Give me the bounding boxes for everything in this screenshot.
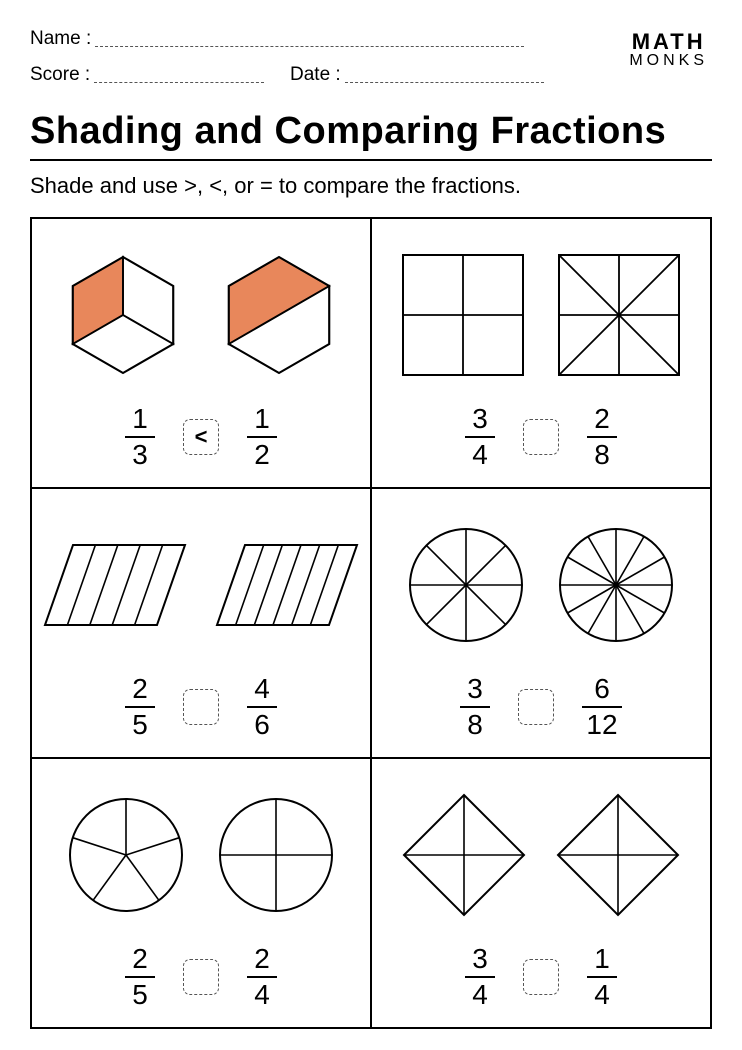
fraction-denominator: 4 <box>472 978 488 1009</box>
shape-right <box>214 542 360 628</box>
fraction: 1 3 <box>125 405 155 469</box>
shape-left <box>400 791 528 919</box>
fraction: 2 4 <box>247 945 277 1009</box>
worksheet-title: Shading and Comparing Fractions <box>30 110 712 161</box>
problem-cell: 1 3 < 1 2 <box>31 218 371 488</box>
fraction-numerator: 1 <box>594 945 610 976</box>
shape-left <box>42 542 188 628</box>
fraction-numerator: 1 <box>132 405 148 436</box>
fraction: 2 5 <box>125 945 155 1009</box>
date-blank[interactable] <box>345 82 544 83</box>
shape-right <box>554 523 678 647</box>
fraction-row: 3 4 1 4 <box>465 945 617 1009</box>
problem-cell: 2 5 2 4 <box>31 758 371 1028</box>
comparison-answer-box[interactable] <box>183 959 219 995</box>
comparison-answer-box[interactable] <box>518 689 554 725</box>
shapes-row <box>378 233 704 397</box>
shapes-row <box>38 233 364 397</box>
shape-svg <box>398 250 528 380</box>
logo: MATH MONKS <box>629 32 708 68</box>
shape-left <box>58 250 188 380</box>
shape-right <box>214 793 338 917</box>
fraction-numerator: 4 <box>254 675 270 706</box>
shape-svg <box>554 250 684 380</box>
fraction-denominator: 4 <box>594 978 610 1009</box>
score-blank[interactable] <box>94 82 264 83</box>
fraction: 3 4 <box>465 405 495 469</box>
fraction-row: 3 4 2 8 <box>465 405 617 469</box>
problem-grid: 1 3 < 1 2 3 4 2 8 <box>30 217 712 1029</box>
shape-svg <box>64 793 188 917</box>
shape-svg <box>554 523 678 647</box>
fraction-denominator: 5 <box>132 978 148 1009</box>
shape-svg <box>400 791 528 919</box>
fraction-denominator: 8 <box>467 708 483 739</box>
fraction-numerator: 2 <box>132 945 148 976</box>
shape-svg <box>404 523 528 647</box>
logo-line2: MONKS <box>629 53 708 68</box>
fraction-numerator: 3 <box>472 945 488 976</box>
fraction: 1 2 <box>247 405 277 469</box>
header-row-1: Name : <box>30 28 712 50</box>
problem-cell: 2 5 4 6 <box>31 488 371 758</box>
fraction-numerator: 2 <box>254 945 270 976</box>
shape-svg <box>58 250 188 380</box>
problem-cell: 3 8 6 12 <box>371 488 711 758</box>
comparison-answer-box[interactable] <box>523 419 559 455</box>
shape-svg <box>214 250 344 380</box>
fraction-denominator: 5 <box>132 708 148 739</box>
date-label: Date : <box>290 64 341 86</box>
shape-right <box>554 250 684 380</box>
comparison-answer-box[interactable] <box>523 959 559 995</box>
header-row-2: Score : Date : <box>30 64 712 86</box>
fraction-row: 2 5 4 6 <box>125 675 277 739</box>
fraction-denominator: 2 <box>254 438 270 469</box>
fraction-numerator: 3 <box>467 675 483 706</box>
name-label: Name : <box>30 28 91 50</box>
fraction: 2 5 <box>125 675 155 739</box>
fraction-denominator: 12 <box>586 708 617 739</box>
shape-svg <box>214 793 338 917</box>
shapes-row <box>378 503 704 667</box>
fraction-numerator: 2 <box>594 405 610 436</box>
shapes-row <box>38 773 364 937</box>
fraction-row: 1 3 < 1 2 <box>125 405 277 469</box>
fraction: 4 6 <box>247 675 277 739</box>
fraction-numerator: 3 <box>472 405 488 436</box>
instruction-text: Shade and use >, <, or = to compare the … <box>30 173 712 199</box>
fraction-denominator: 4 <box>254 978 270 1009</box>
fraction-row: 2 5 2 4 <box>125 945 277 1009</box>
shape-right <box>554 791 682 919</box>
comparison-answer-box[interactable]: < <box>183 419 219 455</box>
shapes-row <box>38 503 364 667</box>
fraction-denominator: 6 <box>254 708 270 739</box>
fraction-denominator: 4 <box>472 438 488 469</box>
score-label: Score : <box>30 64 90 86</box>
fraction-numerator: 1 <box>254 405 270 436</box>
shape-right <box>214 250 344 380</box>
fraction: 2 8 <box>587 405 617 469</box>
fraction-denominator: 8 <box>594 438 610 469</box>
problem-cell: 3 4 1 4 <box>371 758 711 1028</box>
shape-left <box>64 793 188 917</box>
fraction: 6 12 <box>582 675 622 739</box>
shape-svg <box>214 542 360 628</box>
fraction-numerator: 2 <box>132 675 148 706</box>
shape-left <box>404 523 528 647</box>
fraction-numerator: 6 <box>594 675 610 706</box>
comparison-answer-box[interactable] <box>183 689 219 725</box>
shapes-row <box>378 773 704 937</box>
problem-cell: 3 4 2 8 <box>371 218 711 488</box>
logo-line1: MATH <box>629 32 708 53</box>
fraction-denominator: 3 <box>132 438 148 469</box>
fraction: 1 4 <box>587 945 617 1009</box>
fraction-row: 3 8 6 12 <box>460 675 622 739</box>
name-blank[interactable] <box>95 46 524 47</box>
fraction: 3 4 <box>465 945 495 1009</box>
shape-svg <box>42 542 188 628</box>
shape-left <box>398 250 528 380</box>
fraction: 3 8 <box>460 675 490 739</box>
shape-svg <box>554 791 682 919</box>
